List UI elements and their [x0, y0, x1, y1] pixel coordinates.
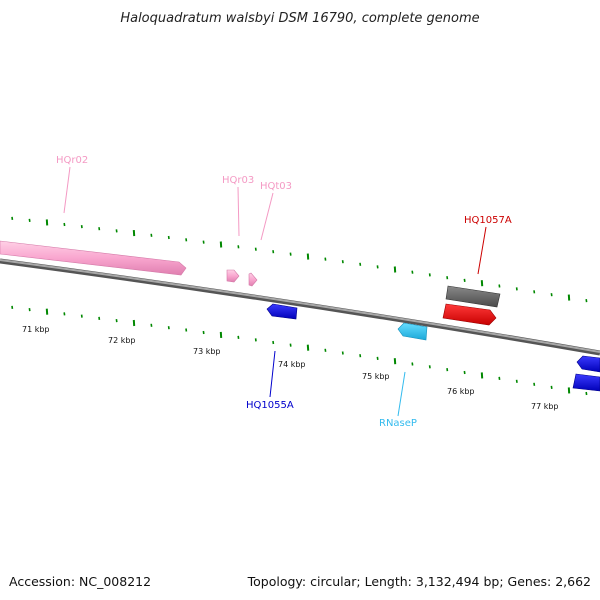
kbp-label-77: 77 kbp: [531, 402, 559, 411]
hqr02-feature[interactable]: [0, 240, 187, 276]
hq1055a-label: HQ1055A: [246, 400, 294, 411]
kbp-label-72: 72 kbp: [108, 336, 136, 345]
blue-gene-feature-right-1[interactable]: [576, 355, 600, 373]
blue-gene-feature-right-2[interactable]: [572, 373, 600, 392]
rnasep-leader-line: [397, 371, 406, 417]
kbp-label-75: 75 kbp: [362, 372, 390, 381]
hq1057a-label: HQ1057A: [464, 215, 512, 226]
hq1055a-leader-line: [269, 350, 276, 398]
kbp-label-71: 71 kbp: [22, 325, 50, 334]
hqr02-label: HQr02: [56, 155, 88, 166]
red-gene-feature[interactable]: [442, 303, 497, 326]
hq1057a-feature[interactable]: [445, 285, 501, 308]
genome-info-text: Topology: circular; Length: 3,132,494 bp…: [247, 574, 591, 589]
hqt03-label: HQt03: [260, 181, 292, 192]
rnasep-label: RNaseP: [379, 418, 417, 429]
hq1057a-leader-line: [477, 226, 487, 275]
rnasep-feature[interactable]: [397, 322, 428, 341]
kbp-label-74: 74 kbp: [278, 360, 306, 369]
outer-tick-row: [11, 216, 588, 303]
kbp-label-76: 76 kbp: [447, 387, 475, 396]
hqr03-leader-line: [237, 186, 240, 237]
hqt03-leader-line: [260, 192, 274, 241]
hqr03-feature[interactable]: [226, 269, 240, 283]
genome-backbone: [0, 258, 600, 356]
kbp-label-73: 73 kbp: [193, 347, 221, 356]
genome-backbone-highlight: [0, 259, 600, 353]
hq1055a-feature[interactable]: [266, 303, 298, 320]
accession-text: Accession: NC_008212: [9, 574, 151, 589]
map-title: Haloquadratum walsbyi DSM 16790, complet…: [120, 11, 479, 26]
hqr02-leader-line: [63, 166, 71, 214]
hqr03-label: HQr03: [222, 175, 254, 186]
hqt03-feature[interactable]: [248, 272, 258, 287]
inner-tick-row: [11, 305, 588, 396]
